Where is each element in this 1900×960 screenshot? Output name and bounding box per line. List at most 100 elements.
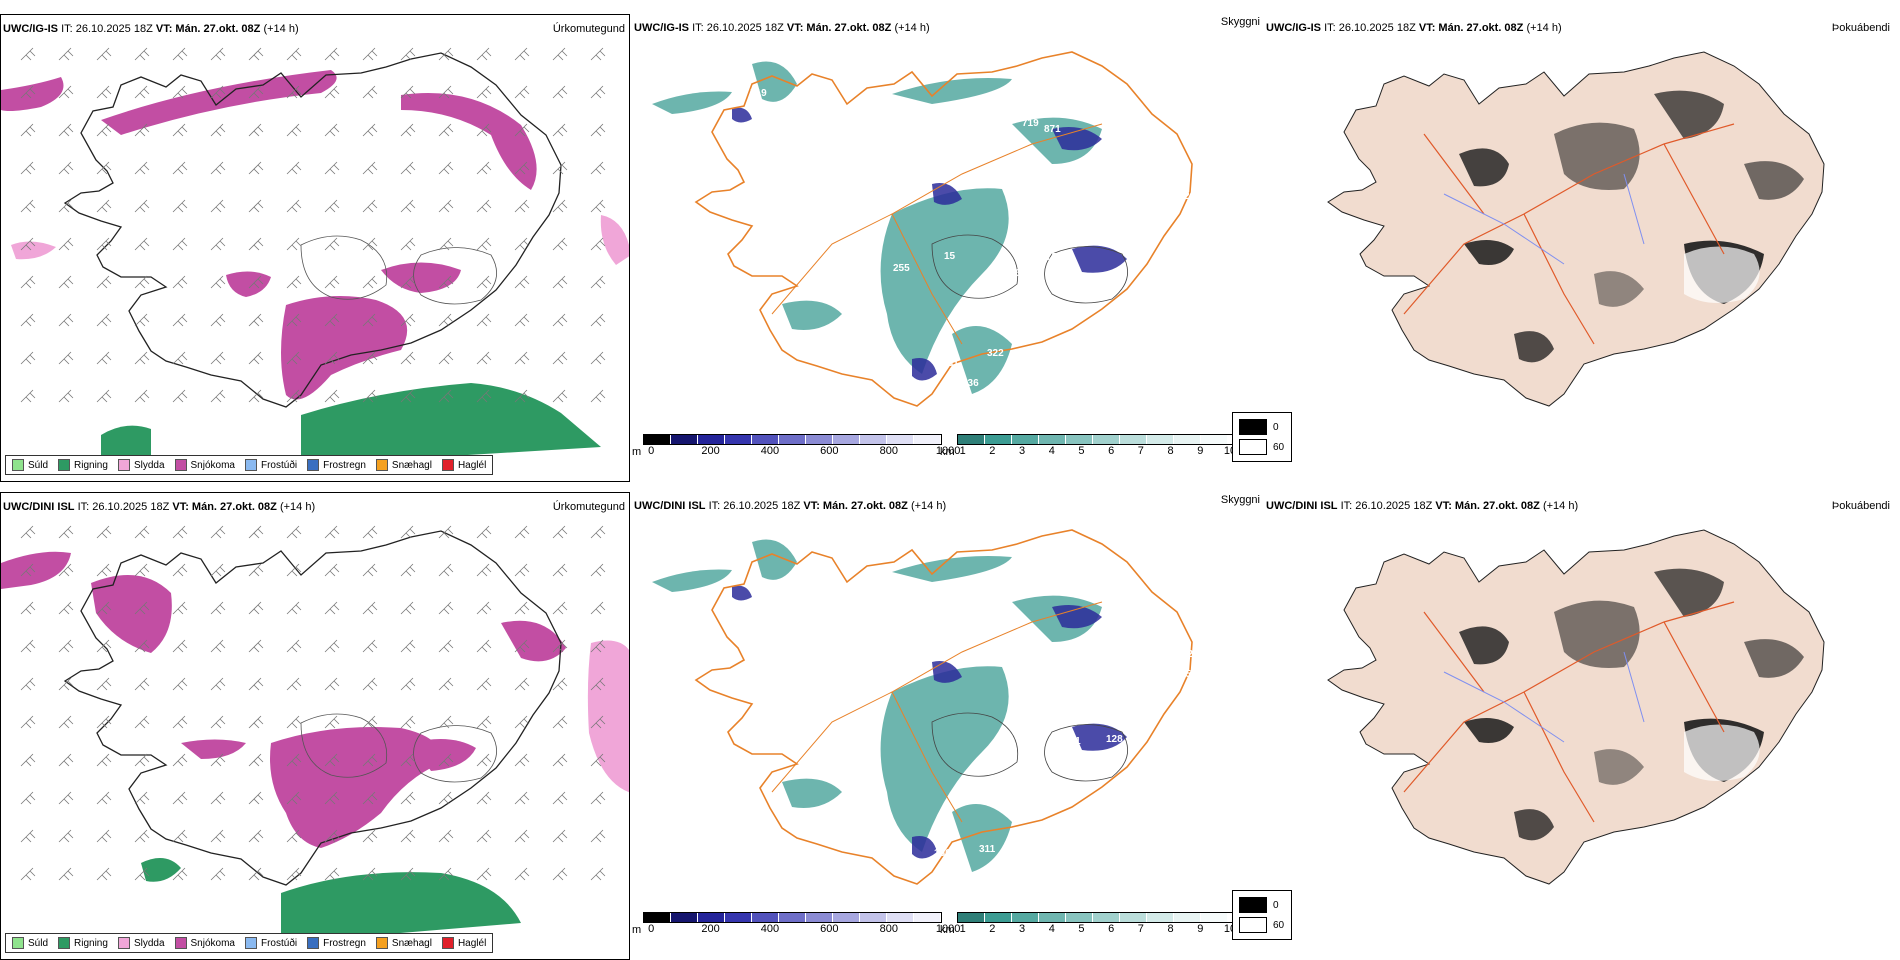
legend-swatch <box>375 937 388 949</box>
glacier-outline <box>300 713 388 778</box>
wind-barb <box>552 753 568 767</box>
colorbar-step <box>833 435 861 444</box>
precip-areas <box>1 70 629 465</box>
wind-barb <box>172 639 188 653</box>
wind-barb <box>590 199 606 213</box>
wind-barb <box>96 275 112 289</box>
precip-area-snow <box>281 296 408 400</box>
wind-barb <box>324 351 340 365</box>
glacier-outline <box>413 725 498 783</box>
fog-legend-row: 0 <box>1239 417 1285 437</box>
map-title: UWC/DINI ISL IT: 26.10.2025 18Z VT: Mán.… <box>634 500 947 512</box>
precip-map-canvas[interactable] <box>1 15 630 482</box>
wind-barb <box>476 829 492 843</box>
ceiling-colorbar: m 0 200 400 600 800 1000 <box>632 434 960 459</box>
ceiling-height-label: 131 <box>942 358 959 369</box>
fog-map-canvas[interactable] <box>1264 14 1894 482</box>
wind-barb <box>324 389 340 403</box>
wind-barb <box>286 389 302 403</box>
wind-barb <box>590 753 606 767</box>
wind-barb <box>590 47 606 61</box>
colorbar-tick: 8 <box>1167 445 1174 457</box>
wind-barb <box>134 47 150 61</box>
wind-barb <box>172 867 188 881</box>
wind-barb <box>552 313 568 327</box>
colorbar-tick: 1000 <box>935 923 961 935</box>
wind-barb <box>58 753 74 767</box>
wind-barb <box>362 389 378 403</box>
colorbar-tick: 4 <box>1048 445 1055 457</box>
map-title: UWC/DINI ISL IT: 26.10.2025 18Z VT: Mán.… <box>1266 500 1579 512</box>
fog-map-canvas[interactable] <box>1264 492 1894 960</box>
low-cloud-ceiling-area <box>1052 604 1102 629</box>
legend-swatch <box>441 937 454 949</box>
colorbar-step <box>698 913 726 922</box>
ceiling-height-label: 871 <box>1044 124 1061 135</box>
wind-barb <box>58 829 74 843</box>
fog-index-area <box>1554 600 1640 668</box>
ceiling-height-label: 311 <box>979 844 996 855</box>
wind-barb <box>134 677 150 691</box>
wind-barb <box>210 867 226 881</box>
fog-index-area <box>1464 718 1514 743</box>
product-type-label: Skyggni <box>1220 494 1260 506</box>
wind-barb <box>172 351 188 365</box>
wind-barb <box>58 791 74 805</box>
ceiling-height-label: 158 <box>1180 669 1197 680</box>
wind-barb <box>324 791 340 805</box>
wind-barb <box>134 563 150 577</box>
ceiling-height-labels: 519 525 28 719 555 871 303 220 183 217 247 26 201 164… <box>750 88 1201 389</box>
legend-label: Frostregn <box>323 937 366 949</box>
wind-barb <box>438 715 454 729</box>
wind-barb <box>96 313 112 327</box>
visibility-colorbar: km 1 2 3 4 5 6 7 8 9 10 <box>940 912 1256 937</box>
wind-barb <box>286 313 302 327</box>
wind-barb <box>20 601 36 615</box>
ceiling-height-label: 555 <box>984 131 1001 142</box>
low-visibility-area <box>782 778 842 808</box>
wind-barb <box>514 677 530 691</box>
fog-indicator-map-row2: UWC/DINI ISL IT: 26.10.2025 18Z VT: Mán.… <box>1232 492 1894 960</box>
wind-barb <box>20 867 36 881</box>
wind-barb <box>134 639 150 653</box>
wind-barb <box>514 639 530 653</box>
wind-barb <box>552 525 568 539</box>
precip-area-snow <box>181 739 246 759</box>
wind-barb <box>96 829 112 843</box>
low-visibility-area <box>782 300 842 330</box>
fog-index-area <box>1594 271 1644 307</box>
wind-barb <box>248 389 264 403</box>
wind-barb <box>210 199 226 213</box>
ceiling-height-label: 486 <box>1004 268 1021 279</box>
colorbar-tick: 800 <box>879 445 898 457</box>
colorbar-tick: 6 <box>1108 923 1115 935</box>
wind-barb <box>248 867 264 881</box>
colorbar-step <box>1200 913 1228 922</box>
wind-barb <box>58 639 74 653</box>
colorbar-step <box>984 913 1012 922</box>
ceiling-height-label: 305 <box>1100 689 1117 700</box>
wind-barb <box>362 85 378 99</box>
wind-barb <box>172 47 188 61</box>
wind-barb <box>286 715 302 729</box>
wind-barb <box>210 351 226 365</box>
ceiling-height-label: 363 <box>1112 604 1129 615</box>
colorbar-tick: 1 <box>959 923 966 935</box>
wind-barb <box>58 85 74 99</box>
product-type-label: Skyggni <box>1220 16 1260 28</box>
colorbar-step <box>725 913 753 922</box>
fog-legend: 0 60 <box>1232 890 1292 940</box>
wind-barb <box>514 563 530 577</box>
wind-barb <box>20 161 36 175</box>
precip-map-canvas[interactable] <box>1 493 630 960</box>
low-visibility-area <box>952 804 1012 872</box>
wind-barb <box>58 161 74 175</box>
wind-barb <box>590 161 606 175</box>
precip-legend: Súld Rigning Slydda Snjókoma Frostúði Frostre… <box>5 933 494 953</box>
ceiling-height-label: 94 <box>1152 221 1164 232</box>
ceiling-height-label: 201 <box>1120 191 1137 202</box>
wind-barb <box>134 161 150 175</box>
colorbar-tick: 0 <box>648 445 655 457</box>
